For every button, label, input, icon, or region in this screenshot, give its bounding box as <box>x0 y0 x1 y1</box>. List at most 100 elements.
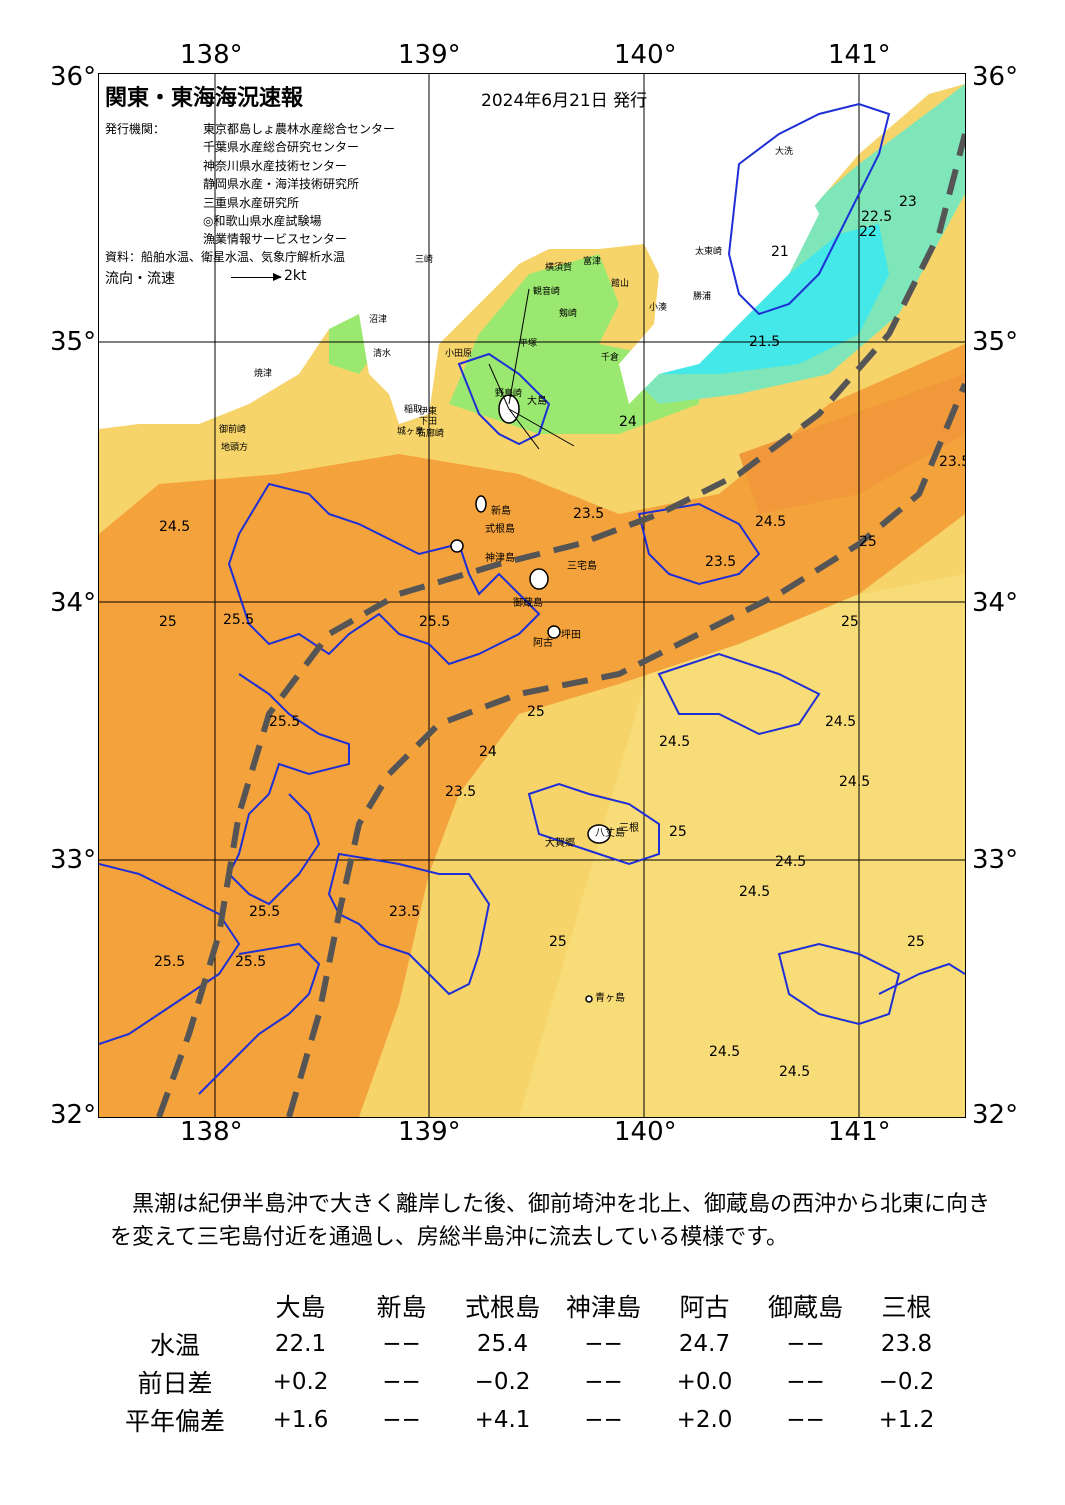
flow-legend-label: 流向・流速 <box>105 271 175 287</box>
column-header: 式根島 <box>464 1293 540 1322</box>
place-label: 稲取 <box>404 405 423 415</box>
contour-label: 23.5 <box>389 904 421 920</box>
contour-label: 25.5 <box>249 904 281 920</box>
island-label: 坪田 <box>561 630 581 641</box>
row-label: 平年偏差 <box>124 1407 225 1436</box>
map-title: 関東・東海海況速報 <box>105 86 304 111</box>
place-label: 石廊崎 <box>417 429 445 439</box>
contour-label: 25 <box>907 934 925 950</box>
table-header-row: 大島 新島 式根島 神津島 阿古 御蔵島 三根 <box>100 1287 957 1325</box>
contour-label: 25 <box>527 704 545 720</box>
table-cell: 22.1 <box>274 1331 327 1357</box>
flow-legend-arrow-icon <box>231 273 282 281</box>
table-cell: −0.2 <box>878 1369 935 1395</box>
contour-label: 24.5 <box>825 714 857 730</box>
table-cell: +0.0 <box>676 1369 733 1395</box>
contour-label: 23.5 <box>445 784 477 800</box>
place-label: 御前崎 <box>219 425 247 435</box>
contour-label: 25 <box>841 614 859 630</box>
table-cell: 24.7 <box>678 1331 731 1357</box>
island-kozushima <box>450 539 464 553</box>
place-label: 平塚 <box>519 339 538 349</box>
lat-tick-32-left: 32° <box>50 1100 97 1130</box>
lon-tick-139-bottom: 139° <box>398 1117 461 1147</box>
contour-label: 25 <box>669 824 687 840</box>
contour-label: 23.5 <box>705 554 737 570</box>
island-label: 阿古 <box>533 638 553 649</box>
lon-tick-141-bottom: 141° <box>828 1117 891 1147</box>
island-label: 大島 <box>527 396 547 407</box>
contour-label: 24.5 <box>779 1064 811 1080</box>
lon-tick-140-top: 140° <box>614 40 677 70</box>
table-row: 水温 22.1 −− 25.4 −− 24.7 −− 23.8 <box>100 1325 957 1363</box>
contour-label: 24.5 <box>739 884 771 900</box>
lat-tick-36-right: 36° <box>972 62 1019 92</box>
table-cell: +1.2 <box>878 1407 935 1433</box>
place-label: 館山 <box>611 279 630 289</box>
place-label: 富津 <box>583 257 602 267</box>
table-cell: −− <box>786 1407 825 1433</box>
contour-label: 24.5 <box>775 854 807 870</box>
publisher-item: ◎和歌山県水産試験場 <box>203 214 322 229</box>
issue-date: 2024年6月21日 発行 <box>481 91 648 111</box>
place-label: 地頭方 <box>221 443 249 453</box>
row-label: 前日差 <box>137 1369 213 1398</box>
place-label: 伊東 <box>419 407 438 417</box>
summary-text: 黒潮は紀伊半島沖で大きく離岸した後、御前埼沖を北上、御蔵島の西沖から北東に向きを… <box>110 1192 991 1250</box>
island-aogashima <box>585 995 593 1003</box>
contour-label: 24.5 <box>709 1044 741 1060</box>
contour-label: 22 <box>859 224 877 240</box>
lat-tick-33-left: 33° <box>50 845 97 875</box>
publisher-item: 静岡県水産・海洋技術研究所 <box>203 177 360 192</box>
contour-label: 25 <box>159 614 177 630</box>
contour-label: 25.5 <box>419 614 451 630</box>
island-label: 青ヶ島 <box>595 993 625 1004</box>
column-header: 三根 <box>881 1293 932 1322</box>
place-label: 三崎 <box>415 255 434 265</box>
contour-label: 24.5 <box>755 514 787 530</box>
publisher-item: 三重県水産研究所 <box>203 195 300 210</box>
table-cell: −− <box>584 1407 623 1433</box>
lon-tick-139-top: 139° <box>398 40 461 70</box>
row-label: 水温 <box>149 1331 200 1360</box>
island-label: 御蔵島 <box>513 598 543 609</box>
sea-temperature-map: 関東・東海海況速報 2024年6月21日 発行 発行機関： 東京都島しょ農林水産… <box>98 73 966 1118</box>
place-label: 小湊 <box>649 303 668 313</box>
land-mass <box>99 74 965 429</box>
publisher-label: 発行機関： <box>105 122 166 136</box>
place-label: 大洗 <box>775 147 794 157</box>
table-cell: +2.0 <box>676 1407 733 1433</box>
contour-label: 24 <box>479 744 497 760</box>
lon-tick-140-bottom: 140° <box>614 1117 677 1147</box>
table-cell: −− <box>584 1331 623 1357</box>
island-label: 三宅島 <box>567 561 597 572</box>
place-label: 野島崎 <box>495 389 523 399</box>
place-label: 沼津 <box>369 315 388 325</box>
table-row: 前日差 +0.2 −− −0.2 −− +0.0 −− −0.2 <box>100 1363 957 1401</box>
table-cell: +0.2 <box>272 1369 329 1395</box>
contour-label: 24.5 <box>839 774 871 790</box>
island-label: 三根 <box>619 823 639 834</box>
contour-label: 25 <box>859 534 877 550</box>
publisher-item: 東京都島しょ農林水産総合センター <box>203 122 396 136</box>
contour-label: 24.5 <box>159 519 191 535</box>
contour-label: 25 <box>549 934 567 950</box>
contour-label: 24.5 <box>659 734 691 750</box>
lon-tick-138-bottom: 138° <box>180 1117 243 1147</box>
table-cell: −− <box>786 1369 825 1395</box>
place-label: 下田 <box>419 417 438 427</box>
lat-tick-33-right: 33° <box>972 845 1019 875</box>
island-label: 八丈島 <box>595 828 625 839</box>
current-vectors <box>488 288 575 450</box>
table-cell: −− <box>382 1407 421 1433</box>
islands <box>450 394 611 1003</box>
island-mikurajima <box>547 625 561 639</box>
isotherm-contours <box>99 102 965 1095</box>
contour-label: 25.5 <box>154 954 186 970</box>
column-header: 神津島 <box>565 1293 641 1322</box>
place-label: 小田原 <box>445 349 473 359</box>
table-cell: −− <box>382 1369 421 1395</box>
sea-east-zone <box>519 574 965 1117</box>
table-cell: −− <box>786 1331 825 1357</box>
island-miyakejima <box>529 568 549 590</box>
